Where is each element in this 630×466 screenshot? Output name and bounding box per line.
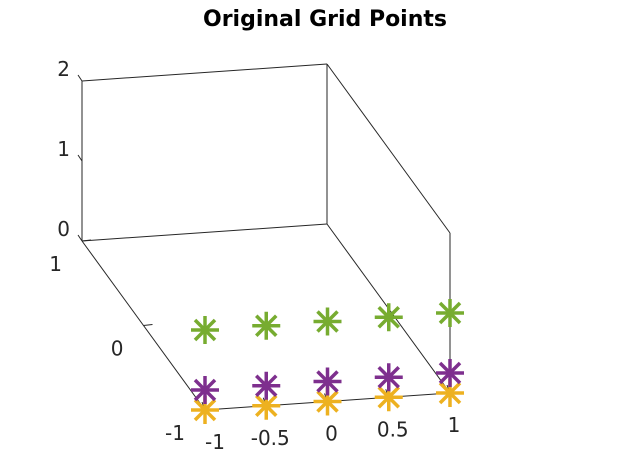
data-point	[191, 396, 219, 424]
data-point	[191, 316, 219, 344]
x-tick-label: 0	[325, 422, 338, 446]
z-tick-mark	[77, 154, 83, 162]
x-tick-label: 0.5	[377, 417, 409, 441]
y-tick-mark	[81, 239, 92, 242]
x-tick-label: 1	[448, 413, 461, 437]
axes-box	[81, 63, 451, 411]
data-point	[436, 299, 464, 327]
data-point	[252, 371, 281, 400]
z-tick-label: 0	[57, 217, 70, 241]
data-point	[436, 359, 464, 387]
x-tick-label: -0.5	[251, 426, 290, 450]
y-tick-label: 1	[49, 252, 62, 276]
right-top-edge	[326, 63, 451, 234]
back-top-edge	[81, 63, 328, 82]
z-tick-mark	[77, 234, 83, 242]
data-point	[374, 303, 403, 332]
data-point	[313, 387, 342, 416]
data-points	[191, 299, 464, 424]
data-point	[313, 367, 342, 396]
back-floor-edge	[81, 223, 328, 242]
axis-ticks: -1 -0.5 0 0.5 1 -1 0 1 0 1 2	[49, 57, 460, 454]
y-tick-label: -1	[165, 421, 185, 445]
y-tick-mark	[143, 324, 153, 326]
data-point	[374, 363, 403, 392]
z-tick-label: 1	[57, 137, 70, 161]
x-tick-label: -1	[205, 430, 225, 454]
y-tick-label: 0	[111, 337, 124, 361]
data-point	[252, 311, 281, 340]
chart-title: Original Grid Points	[203, 7, 447, 32]
data-point	[313, 307, 342, 336]
z-tick-label: 2	[57, 57, 70, 81]
z-tick-mark	[77, 74, 83, 82]
data-point	[191, 376, 219, 404]
